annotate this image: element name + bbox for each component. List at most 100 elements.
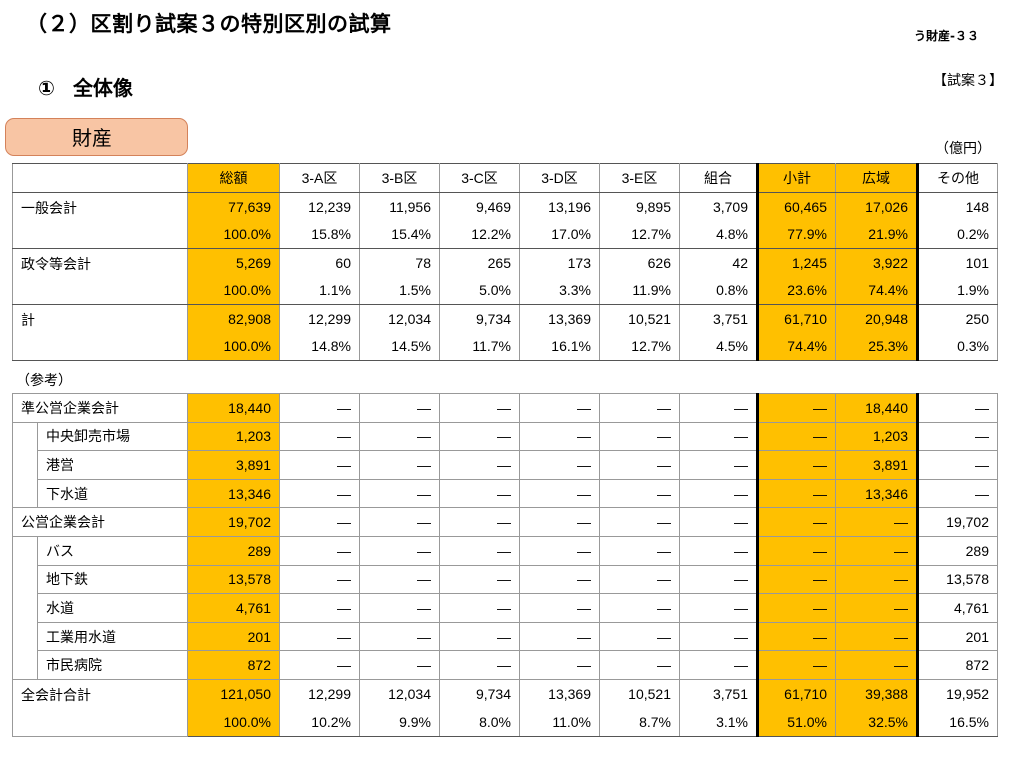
- percent-cell: 100.0%: [187, 220, 280, 249]
- indent-spacer: [12, 536, 38, 566]
- table-row-percent: 100.0% 14.8% 14.5% 11.7% 16.1% 12.7% 4.5% 74.4%…: [13, 332, 998, 361]
- section-heading: ① 全体像: [38, 72, 133, 101]
- value-cell: 82,908: [187, 304, 280, 333]
- section-number: ①: [38, 76, 55, 100]
- value-cell: —: [279, 564, 360, 595]
- percent-cell: 77.9%: [756, 220, 836, 249]
- value-cell: —: [279, 450, 360, 480]
- value-cell: —: [519, 478, 600, 509]
- column-header: 小計: [756, 163, 836, 193]
- reference-table: 準公営企業会計 18,440— — — — — — —18,440— 中央卸売市場 1,203— —…: [12, 393, 998, 738]
- row-label: 地下鉄: [37, 564, 188, 595]
- value-cell: —: [756, 393, 836, 423]
- value-cell: 4,761: [917, 593, 998, 623]
- value-cell: —: [756, 478, 836, 509]
- row-label: バス: [37, 535, 188, 566]
- value-cell: 148: [917, 192, 998, 221]
- value-cell: —: [599, 478, 680, 509]
- value-cell: —: [679, 650, 758, 680]
- value-cell: —: [599, 507, 680, 537]
- percent-cell: 14.8%: [279, 332, 360, 361]
- row-label: 全会計合計: [12, 678, 188, 738]
- percent-cell: 1.5%: [359, 276, 440, 305]
- table-row: 下水道 13,346— — — — — — —13,346—: [12, 478, 998, 509]
- value-cell: —: [599, 621, 680, 652]
- value-cell: —: [359, 393, 440, 423]
- value-cell: —: [599, 650, 680, 680]
- percent-cell: 3.3%: [519, 276, 600, 305]
- value-cell: —: [359, 450, 440, 480]
- value-cell: —: [519, 621, 600, 652]
- total-row-percent: 100.0% 10.2% 9.9% 8.0% 11.0% 8.7% 3.1% 51.0% 32.…: [13, 708, 998, 738]
- value-cell: 872: [917, 650, 998, 680]
- value-cell: —: [439, 507, 520, 537]
- value-cell: 1,203: [187, 421, 280, 452]
- table-row: バス 289— — — — — — — —289: [12, 535, 998, 566]
- column-header: [12, 163, 188, 193]
- indent-spacer: [12, 565, 38, 594]
- percent-cell: 11.7%: [439, 332, 520, 361]
- column-header: 広域: [835, 163, 919, 193]
- value-cell: —: [835, 593, 919, 623]
- percent-cell: 100.0%: [187, 332, 280, 361]
- value-cell: —: [359, 621, 440, 652]
- indent-spacer: [12, 479, 38, 509]
- value-cell: —: [679, 621, 758, 652]
- value-cell: 289: [187, 535, 280, 566]
- percent-cell: 15.8%: [279, 220, 360, 249]
- value-cell: —: [359, 593, 440, 623]
- column-header: 3-A区: [279, 163, 360, 193]
- indent-spacer: [12, 450, 38, 480]
- row-label: 準公営企業会計: [12, 393, 188, 423]
- value-cell: 19,702: [187, 507, 280, 537]
- percent-cell: 9.9%: [359, 708, 440, 738]
- plan-tag: 【試案３】: [933, 73, 1003, 89]
- indent-spacer: [12, 622, 38, 651]
- value-cell: —: [279, 535, 360, 566]
- main-table: 総額 3-A区 3-B区 3-C区 3-D区 3-E区 組合 小計 広域 その他 一般会計 77,63…: [12, 163, 998, 361]
- value-cell: —: [519, 450, 600, 480]
- value-cell: —: [599, 450, 680, 480]
- percent-cell: 8.7%: [599, 708, 680, 738]
- value-cell: —: [756, 621, 836, 652]
- value-cell: 13,369: [519, 678, 600, 709]
- value-cell: 17,026: [835, 192, 919, 221]
- value-cell: 20,948: [835, 304, 919, 333]
- value-cell: 626: [599, 248, 680, 277]
- value-cell: 3,891: [187, 450, 280, 480]
- value-cell: —: [519, 650, 600, 680]
- indent-spacer: [12, 650, 38, 680]
- category-pill: 財産: [5, 118, 188, 156]
- value-cell: —: [756, 535, 836, 566]
- value-cell: —: [439, 421, 520, 452]
- table-row: 政令等会計 5,269 60 78 265 173 626 42 1,245 3,922 101: [12, 248, 998, 305]
- value-cell: 18,440: [187, 393, 280, 423]
- value-cell: —: [279, 621, 360, 652]
- percent-cell: 3.1%: [679, 708, 758, 738]
- table-row-percent: 100.0% 15.8% 15.4% 12.2% 17.0% 12.7% 4.8% 77.9%…: [13, 220, 998, 249]
- table-row: 工業用水道 201— — — — — — — —201: [12, 621, 998, 652]
- value-cell: 121,050: [187, 678, 280, 709]
- value-cell: 19,952: [917, 678, 998, 709]
- row-label: 政令等会計: [12, 248, 188, 305]
- value-cell: 9,469: [439, 192, 520, 221]
- table-header-row: 総額 3-A区 3-B区 3-C区 3-D区 3-E区 組合 小計 広域 その他: [12, 163, 998, 193]
- value-cell: —: [756, 450, 836, 480]
- value-cell: —: [599, 535, 680, 566]
- value-cell: —: [679, 393, 758, 423]
- value-cell: 12,299: [279, 304, 360, 333]
- value-cell: 19,702: [917, 507, 998, 537]
- value-cell: 13,196: [519, 192, 600, 221]
- value-cell: —: [519, 564, 600, 595]
- value-cell: 13,346: [835, 478, 919, 509]
- value-cell: 18,440: [835, 393, 919, 423]
- value-cell: —: [679, 421, 758, 452]
- value-cell: 42: [679, 248, 758, 277]
- value-cell: —: [835, 564, 919, 595]
- value-cell: —: [679, 507, 758, 537]
- row-label: 中央卸売市場: [37, 421, 188, 452]
- value-cell: —: [756, 507, 836, 537]
- percent-cell: 16.5%: [917, 708, 998, 738]
- table-row: 一般会計 77,639 12,239 11,956 9,469 13,196 9,895 3,…: [12, 192, 998, 249]
- column-header: 3-D区: [519, 163, 600, 193]
